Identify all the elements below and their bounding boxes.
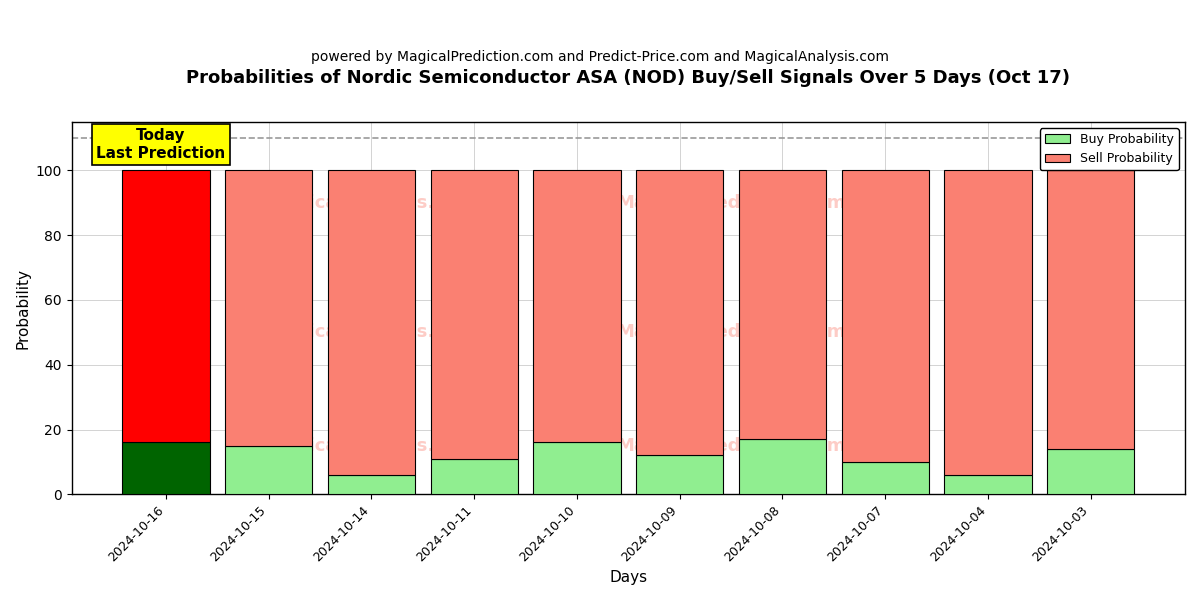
Bar [328, 475, 415, 494]
Bar [122, 442, 210, 494]
Text: MagicalPrediction.com: MagicalPrediction.com [617, 194, 846, 212]
Text: MagicalAnalysis.com: MagicalAnalysis.com [266, 437, 476, 455]
Text: MagicalAnalysis.com: MagicalAnalysis.com [266, 194, 476, 212]
Bar [122, 170, 210, 442]
Text: MagicalPrediction.com: MagicalPrediction.com [617, 437, 846, 455]
Legend: Buy Probability, Sell Probability: Buy Probability, Sell Probability [1040, 128, 1178, 170]
Text: Today
Last Prediction: Today Last Prediction [96, 128, 226, 161]
Text: MagicalAnalysis.com: MagicalAnalysis.com [266, 323, 476, 341]
Bar [841, 462, 929, 494]
Bar [226, 170, 312, 446]
Text: powered by MagicalPrediction.com and Predict-Price.com and MagicalAnalysis.com: powered by MagicalPrediction.com and Pre… [311, 50, 889, 64]
Bar [841, 170, 929, 462]
Bar [944, 170, 1032, 475]
Bar [636, 170, 724, 455]
Bar [1048, 170, 1134, 449]
Bar [533, 170, 620, 442]
Bar [739, 170, 826, 439]
Bar [1048, 449, 1134, 494]
Title: Probabilities of Nordic Semiconductor ASA (NOD) Buy/Sell Signals Over 5 Days (Oc: Probabilities of Nordic Semiconductor AS… [186, 69, 1070, 87]
Text: MagicalPrediction.com: MagicalPrediction.com [617, 323, 846, 341]
Bar [636, 455, 724, 494]
Bar [533, 442, 620, 494]
Bar [944, 475, 1032, 494]
Bar [328, 170, 415, 475]
Bar [431, 170, 518, 458]
Y-axis label: Probability: Probability [16, 268, 30, 349]
X-axis label: Days: Days [610, 570, 647, 585]
Bar [739, 439, 826, 494]
Bar [431, 458, 518, 494]
Bar [226, 446, 312, 494]
